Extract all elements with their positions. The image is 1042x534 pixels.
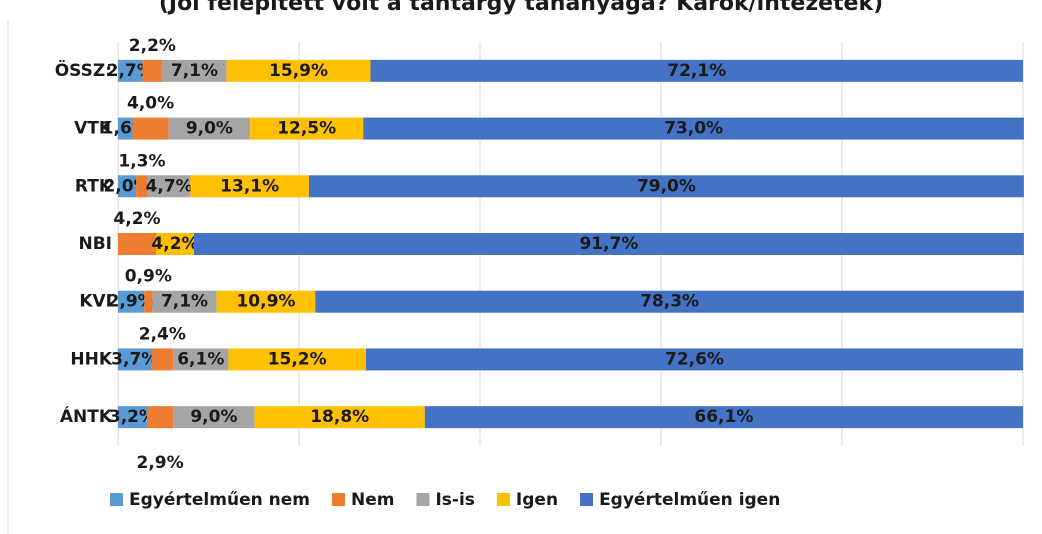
- bar-segment: [363, 117, 1024, 140]
- bar-segment: [228, 348, 366, 371]
- bar-segment: [118, 59, 143, 82]
- y-tick-label: RTK: [75, 176, 113, 196]
- bar-segment: [147, 175, 191, 198]
- legend-swatch: [110, 493, 123, 506]
- data-label: 2,7%: [107, 61, 154, 81]
- data-label: 4,2%: [113, 209, 160, 229]
- legend-swatch: [416, 493, 430, 506]
- bar-segment: [156, 233, 195, 255]
- data-label: 66,1%: [694, 407, 753, 427]
- data-label: 2,9%: [108, 292, 155, 312]
- bar-segment: [365, 348, 1024, 371]
- data-label: 91,7%: [579, 234, 638, 254]
- data-label: 15,2%: [268, 349, 327, 369]
- bar-segment: [173, 348, 229, 371]
- y-tick-label: KVI: [79, 292, 112, 312]
- data-label: 72,6%: [665, 349, 724, 369]
- bar-segment: [151, 348, 174, 371]
- data-label: 73,0%: [664, 119, 723, 139]
- data-label: 72,1%: [667, 61, 726, 81]
- data-label: 0,9%: [125, 267, 172, 287]
- legend-swatch: [496, 493, 510, 506]
- bar-segment: [152, 290, 217, 313]
- bar-segment: [250, 117, 364, 140]
- data-label: 4,2%: [151, 234, 198, 254]
- data-label: 4,7%: [146, 176, 193, 196]
- bar-segment: [118, 175, 137, 198]
- data-label: 4,0%: [127, 94, 174, 114]
- data-label: 9,0%: [186, 119, 233, 139]
- legend-label: Igen: [516, 490, 558, 510]
- bar-segment: [168, 117, 251, 140]
- data-label: 18,8%: [310, 407, 369, 427]
- bar-segment: [315, 290, 1024, 313]
- bar-segment: [118, 233, 157, 255]
- bar-segment: [142, 59, 163, 82]
- data-label: 15,9%: [269, 61, 328, 81]
- data-label: 6,1%: [177, 349, 224, 369]
- bar-segment: [132, 117, 169, 140]
- bar-segment: [370, 59, 1023, 82]
- chart-title: (Jól felépített volt a tantárgy tananyag…: [159, 0, 883, 16]
- data-label: 3,7%: [111, 349, 158, 369]
- data-label: 9,0%: [190, 407, 237, 427]
- y-tick-label: HHK: [70, 349, 112, 369]
- data-label: 13,1%: [220, 176, 279, 196]
- bar-segment: [173, 406, 255, 429]
- data-label: 78,3%: [640, 292, 699, 312]
- bar-segment: [162, 59, 227, 82]
- y-tick-label: VTK: [74, 119, 113, 139]
- bar-segment: [118, 348, 152, 371]
- data-label: 79,0%: [637, 176, 696, 196]
- legend-swatch: [331, 493, 345, 506]
- data-label: 7,1%: [161, 292, 208, 312]
- bar-segment: [118, 290, 145, 313]
- data-label: 12,5%: [277, 119, 336, 139]
- bar-segment: [146, 406, 174, 429]
- bar-segment: [424, 406, 1023, 429]
- legend-label: Egyértelműen igen: [599, 490, 780, 510]
- bar-segment: [190, 175, 309, 198]
- legend-label: Egyértelműen nem: [129, 490, 310, 510]
- y-tick-label: NBI: [78, 234, 112, 254]
- data-label: 10,9%: [236, 292, 295, 312]
- legend-label: Is-is: [435, 490, 474, 510]
- y-tick-label: ÖSSZ:: [55, 59, 112, 81]
- bar-segment: [194, 233, 1024, 255]
- legend-label: Nem: [351, 490, 394, 510]
- y-tick-label: ÁNTK: [60, 405, 113, 427]
- bar-segment: [254, 406, 425, 429]
- bar-segment: [144, 290, 153, 313]
- data-label: 2,4%: [139, 324, 186, 344]
- bar-segment: [136, 175, 148, 198]
- bar-segment: [118, 406, 147, 429]
- bar-segment: [226, 59, 371, 82]
- data-label: 2,2%: [129, 36, 176, 56]
- data-label: 1,3%: [118, 151, 165, 171]
- data-label: 3,2%: [109, 407, 156, 427]
- bar-segment: [308, 175, 1024, 198]
- bar-segment: [216, 290, 316, 313]
- bar-segment: [118, 117, 133, 140]
- legend-swatch: [580, 493, 594, 506]
- data-label: 2,9%: [137, 453, 184, 473]
- data-label: 7,1%: [171, 61, 218, 81]
